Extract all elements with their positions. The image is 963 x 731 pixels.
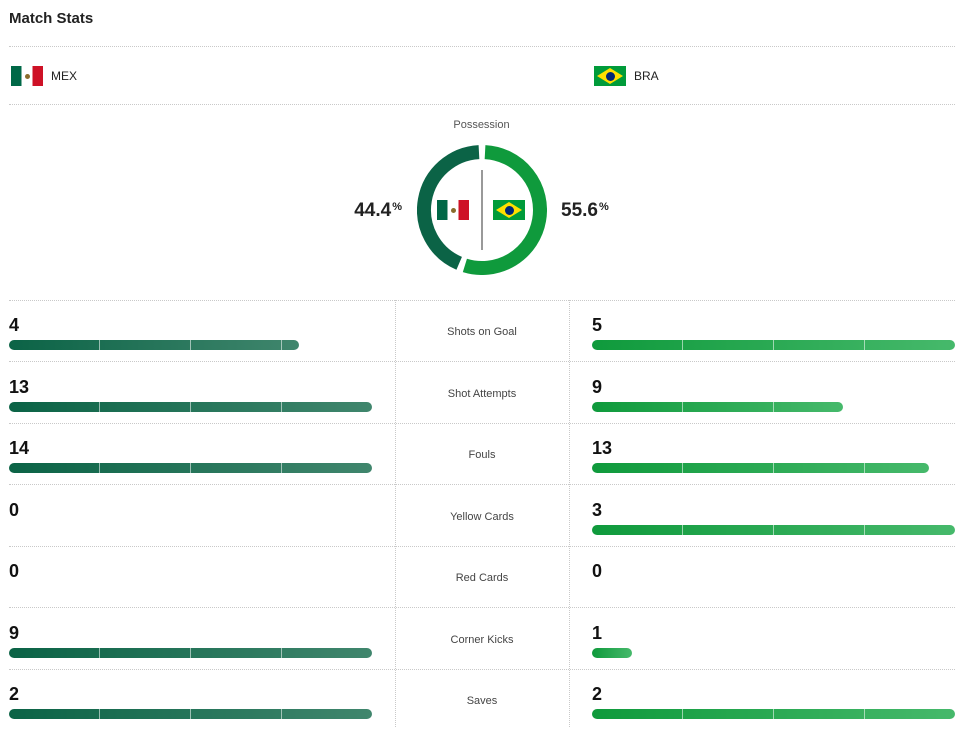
away-stat-bar bbox=[592, 463, 929, 473]
home-stat-bar bbox=[9, 709, 372, 719]
home-stat-bar bbox=[9, 463, 372, 473]
bar-segment-divider bbox=[864, 524, 865, 535]
home-stat-bar bbox=[9, 401, 372, 412]
home-team: MEX bbox=[11, 66, 77, 86]
home-stat-bar bbox=[9, 647, 372, 658]
stat-label: Corner Kicks bbox=[450, 633, 514, 646]
away-stat-value: 2 bbox=[592, 684, 603, 704]
bar-segment-divider bbox=[682, 463, 683, 473]
divider bbox=[9, 46, 955, 47]
bar-segment-divider bbox=[864, 463, 865, 473]
column-divider bbox=[569, 300, 570, 727]
brazil-flag-icon bbox=[493, 200, 525, 220]
bar-segment-divider bbox=[190, 709, 191, 719]
row-divider bbox=[9, 607, 955, 608]
home-possession-arc bbox=[417, 145, 480, 270]
bar-segment-divider bbox=[99, 647, 100, 658]
away-stat-value: 13 bbox=[592, 438, 613, 458]
stat-label: Fouls bbox=[468, 449, 496, 461]
bar-segment-divider bbox=[682, 340, 683, 350]
away-stat-value: 0 bbox=[592, 561, 603, 581]
row-divider bbox=[9, 422, 955, 424]
bar-segment-divider bbox=[773, 463, 774, 473]
home-stat-value: 0 bbox=[9, 561, 20, 581]
row-divider bbox=[9, 484, 955, 485]
bar-segment-divider bbox=[682, 401, 683, 412]
home-stat-value: 2 bbox=[9, 684, 20, 704]
possession-donut-chart bbox=[417, 145, 547, 275]
stat-label: Shots on Goal bbox=[447, 326, 517, 338]
away-stat-bar bbox=[592, 647, 632, 658]
bar-segment-divider bbox=[281, 401, 282, 412]
stat-row: 0 Red Cards 0 bbox=[0, 547, 963, 608]
home-possession-value: 44.4% bbox=[354, 200, 402, 221]
bar-segment-divider bbox=[281, 647, 282, 658]
away-stat-value: 5 bbox=[592, 315, 603, 335]
stat-label: Yellow Cards bbox=[450, 510, 514, 523]
away-stat-bar bbox=[592, 340, 955, 350]
bar-segment-divider bbox=[281, 463, 282, 473]
stat-row: 0 Yellow Cards 3 bbox=[0, 486, 963, 547]
stat-row: 13 Shot Attempts 9 bbox=[0, 363, 963, 424]
home-stat-value: 13 bbox=[9, 376, 30, 397]
column-divider bbox=[395, 300, 396, 727]
home-stat-value: 9 bbox=[9, 622, 20, 643]
away-stat-bar bbox=[592, 401, 843, 412]
stat-row: 2 Saves 2 bbox=[0, 670, 963, 731]
possession-label: Possession bbox=[453, 119, 510, 131]
bar-segment-divider bbox=[281, 709, 282, 719]
home-stat-value: 4 bbox=[9, 315, 20, 335]
away-stat-bar bbox=[592, 709, 955, 719]
bar-segment-divider bbox=[190, 647, 191, 658]
row-divider bbox=[9, 668, 955, 670]
away-possession-arc bbox=[462, 145, 547, 275]
home-stat-value: 14 bbox=[9, 438, 30, 458]
away-team-abbr: BRA bbox=[634, 69, 659, 83]
away-possession-value: 55.6% bbox=[561, 200, 609, 221]
bar-segment-divider bbox=[99, 709, 100, 719]
stat-row: 14 Fouls 13 bbox=[0, 424, 963, 485]
bar-segment-divider bbox=[773, 524, 774, 535]
away-stat-value: 1 bbox=[592, 622, 603, 643]
stat-row: 9 Corner Kicks 1 bbox=[0, 609, 963, 670]
home-stat-value: 0 bbox=[9, 499, 20, 520]
home-team-abbr: MEX bbox=[51, 69, 78, 83]
bar-segment-divider bbox=[682, 524, 683, 535]
stat-label: Red Cards bbox=[455, 572, 509, 584]
mexico-flag-icon bbox=[437, 200, 469, 220]
bar-segment-divider bbox=[281, 340, 282, 350]
stat-label: Shot Attempts bbox=[447, 387, 517, 400]
bar-segment-divider bbox=[773, 709, 774, 719]
away-stat-value: 9 bbox=[592, 376, 603, 397]
bar-segment-divider bbox=[864, 709, 865, 719]
bar-segment-divider bbox=[99, 340, 100, 350]
away-stat-bar bbox=[592, 524, 955, 535]
bar-segment-divider bbox=[773, 401, 774, 412]
bar-segment-divider bbox=[682, 709, 683, 719]
away-stat-value: 3 bbox=[592, 499, 603, 520]
mexico-flag-icon bbox=[11, 66, 43, 86]
stat-label: Saves bbox=[466, 695, 498, 707]
divider bbox=[9, 104, 955, 105]
bar-segment-divider bbox=[99, 463, 100, 473]
divider bbox=[9, 300, 955, 301]
bar-segment-divider bbox=[190, 340, 191, 350]
match-stats-title: Match Stats bbox=[9, 10, 94, 27]
home-stat-bar bbox=[9, 340, 299, 350]
bar-segment-divider bbox=[190, 401, 191, 412]
bar-segment-divider bbox=[773, 340, 774, 350]
bar-segment-divider bbox=[99, 401, 100, 412]
stat-row: 4 Shots on Goal 5 bbox=[0, 301, 963, 362]
brazil-flag-icon bbox=[594, 66, 626, 86]
row-divider bbox=[9, 361, 955, 362]
bar-segment-divider bbox=[864, 340, 865, 350]
row-divider bbox=[9, 545, 955, 547]
away-team: BRA bbox=[594, 66, 659, 86]
bar-segment-divider bbox=[190, 463, 191, 473]
